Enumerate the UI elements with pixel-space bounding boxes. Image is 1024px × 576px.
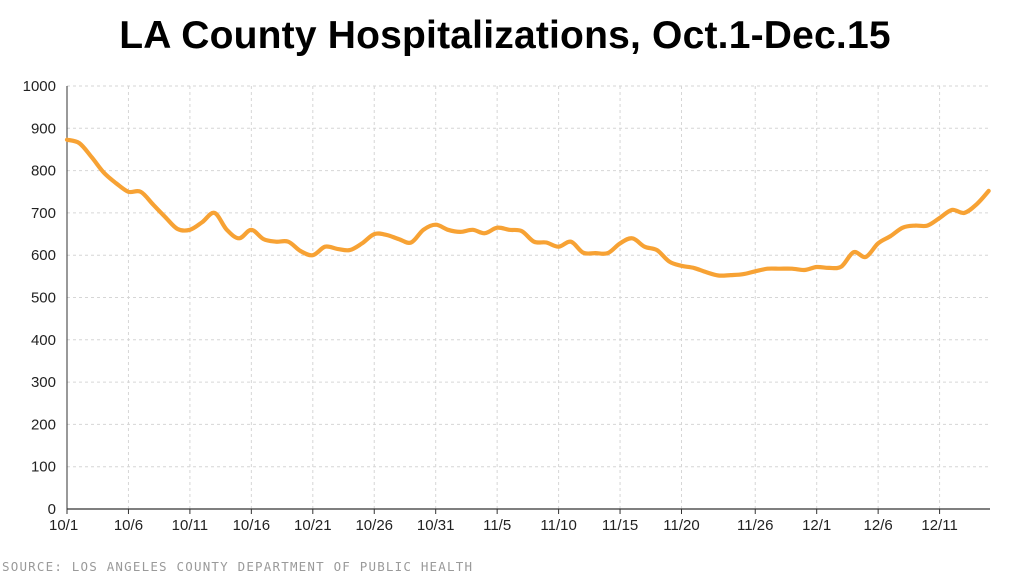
x-axis: 10/1 10/6 10/11 10/16 10/21 10/26 10/31 11/5 11/… [49,508,990,534]
y-tick-label: 900 [31,120,56,137]
data-series [64,137,991,278]
y-tick-label: 200 [31,416,56,433]
source-note: SOURCE: LOS ANGELES COUNTY DEPARTMENT OF… [2,559,474,574]
x-tick-label: 10/16 [233,517,271,534]
x-tick-label: 12/6 [864,517,893,534]
y-tick-label: 0 [48,501,56,518]
x-tick-label: 12/11 [921,517,957,534]
y-tick-label: 600 [31,247,56,264]
x-tick-label: 10/6 [114,517,143,534]
x-tick-label: 10/26 [355,517,393,534]
x-tick-label: 10/21 [294,517,332,534]
y-tick-label: 700 [31,205,56,222]
y-tick-label: 300 [31,374,56,391]
y-tick-label: 500 [31,290,56,307]
y-tick-label: 1000 [23,78,56,95]
y-axis: 0 100 200 300 400 500 600 700 800 900 1000 [23,78,68,518]
x-tick-label: 11/10 [540,517,576,534]
y-tick-label: 400 [31,332,56,349]
x-tick-label: 11/20 [663,517,699,534]
x-tick-label: 11/26 [737,517,773,534]
y-tick-label: 100 [31,459,56,476]
x-tick-label: 11/5 [483,517,511,534]
gridlines [67,85,990,509]
x-tick-label: 11/15 [602,517,638,534]
x-tick-label: 10/1 [49,517,78,534]
x-tick-label: 12/1 [802,517,831,534]
y-tick-label: 800 [31,163,56,180]
chart-title: LA County Hospitalizations, Oct.1-Dec.15 [119,14,891,57]
x-tick-label: 10/11 [172,517,208,534]
x-tick-label: 10/31 [417,517,455,534]
series-line [64,137,991,278]
